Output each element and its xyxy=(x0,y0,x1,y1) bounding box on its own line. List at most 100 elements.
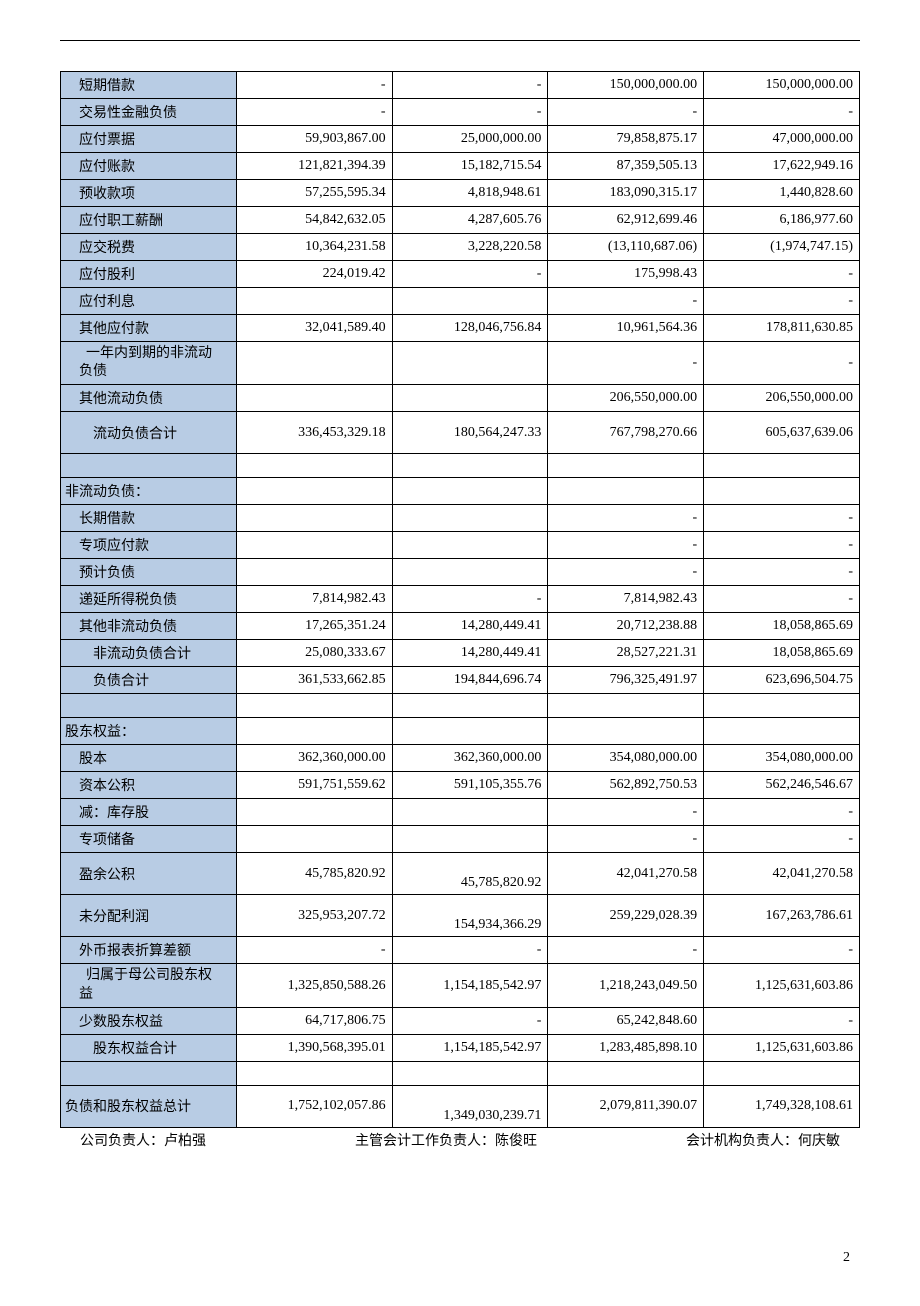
row-label: 应交税费 xyxy=(61,234,237,261)
table-row: 其他非流动负债17,265,351.2414,280,449.4120,712,… xyxy=(61,613,860,640)
row-label: 递延所得税负债 xyxy=(61,586,237,613)
cell-c3: 10,961,564.36 xyxy=(548,315,704,342)
cell-c2: 128,046,756.84 xyxy=(392,315,548,342)
cell-c4: - xyxy=(704,342,860,385)
row-label: 其他非流动负债 xyxy=(61,613,237,640)
cell-c1: 64,717,806.75 xyxy=(236,1007,392,1034)
table-row: 应付票据59,903,867.0025,000,000.0079,858,875… xyxy=(61,126,860,153)
cell-c4 xyxy=(704,478,860,505)
cell-c4: 1,749,328,108.61 xyxy=(704,1085,860,1127)
cell-c3: - xyxy=(548,799,704,826)
table-row: 股东权益： xyxy=(61,718,860,745)
table-row: 负债合计361,533,662.85194,844,696.74796,325,… xyxy=(61,667,860,694)
table-row: 盈余公积45,785,820.9245,785,820.9242,041,270… xyxy=(61,853,860,895)
page-number: 2 xyxy=(60,1250,860,1266)
cell-c2: 154,934,366.29 xyxy=(392,895,548,937)
cell-c4: 605,637,639.06 xyxy=(704,412,860,454)
cell-c4 xyxy=(704,1061,860,1085)
cell-c4: - xyxy=(704,505,860,532)
row-label: 股东权益合计 xyxy=(61,1034,237,1061)
row-label: 非流动负债合计 xyxy=(61,640,237,667)
cell-c1: 25,080,333.67 xyxy=(236,640,392,667)
cell-c3: 65,242,848.60 xyxy=(548,1007,704,1034)
table-row xyxy=(61,454,860,478)
row-label: 应付利息 xyxy=(61,288,237,315)
cell-c4: - xyxy=(704,1007,860,1034)
cell-c3: 150,000,000.00 xyxy=(548,72,704,99)
cell-c3: - xyxy=(548,532,704,559)
cell-c4: 150,000,000.00 xyxy=(704,72,860,99)
row-label xyxy=(61,694,237,718)
cell-c2: 15,182,715.54 xyxy=(392,153,548,180)
table-row: 应付利息-- xyxy=(61,288,860,315)
table-row xyxy=(61,1061,860,1085)
cell-c2 xyxy=(392,532,548,559)
cell-c4: - xyxy=(704,586,860,613)
table-row: 预计负债-- xyxy=(61,559,860,586)
cell-c2 xyxy=(392,1061,548,1085)
cell-c2 xyxy=(392,718,548,745)
cell-c4: - xyxy=(704,826,860,853)
cell-c3: 2,079,811,390.07 xyxy=(548,1085,704,1127)
table-row: 非流动负债： xyxy=(61,478,860,505)
cell-c2: 45,785,820.92 xyxy=(392,853,548,895)
cell-c1: 10,364,231.58 xyxy=(236,234,392,261)
cell-c2 xyxy=(392,694,548,718)
cell-c3: 28,527,221.31 xyxy=(548,640,704,667)
cell-c3: 206,550,000.00 xyxy=(548,385,704,412)
cell-c2: 362,360,000.00 xyxy=(392,745,548,772)
cell-c1: 361,533,662.85 xyxy=(236,667,392,694)
table-row: 股东权益合计1,390,568,395.011,154,185,542.971,… xyxy=(61,1034,860,1061)
cell-c1 xyxy=(236,799,392,826)
row-label: 专项应付款 xyxy=(61,532,237,559)
balance-sheet-table: 短期借款--150,000,000.00150,000,000.00交易性金融负… xyxy=(60,71,860,1128)
cell-c3: 1,283,485,898.10 xyxy=(548,1034,704,1061)
table-row: 递延所得税负债7,814,982.43-7,814,982.43- xyxy=(61,586,860,613)
row-label xyxy=(61,454,237,478)
row-label: 其他应付款 xyxy=(61,315,237,342)
cell-c1: - xyxy=(236,72,392,99)
row-label: 短期借款 xyxy=(61,72,237,99)
signatory-row: 公司负责人：卢柏强 主管会计工作负责人：陈俊旺 会计机构负责人：何庆敏 xyxy=(60,1130,860,1150)
cell-c3: 20,712,238.88 xyxy=(548,613,704,640)
table-row: 应付股利224,019.42-175,998.43- xyxy=(61,261,860,288)
cell-c4: 623,696,504.75 xyxy=(704,667,860,694)
cell-c3: 1,218,243,049.50 xyxy=(548,964,704,1007)
cell-c2: 180,564,247.33 xyxy=(392,412,548,454)
cell-c1 xyxy=(236,559,392,586)
cell-c1 xyxy=(236,826,392,853)
cell-c4: 18,058,865.69 xyxy=(704,613,860,640)
cell-c4: - xyxy=(704,261,860,288)
row-label: 未分配利润 xyxy=(61,895,237,937)
table-row: 短期借款--150,000,000.00150,000,000.00 xyxy=(61,72,860,99)
cell-c4: 206,550,000.00 xyxy=(704,385,860,412)
cell-c2 xyxy=(392,454,548,478)
cell-c2: 591,105,355.76 xyxy=(392,772,548,799)
table-row: 少数股东权益64,717,806.75-65,242,848.60- xyxy=(61,1007,860,1034)
table-row xyxy=(61,694,860,718)
cell-c1: 32,041,589.40 xyxy=(236,315,392,342)
row-label: 专项储备 xyxy=(61,826,237,853)
company-head: 公司负责人：卢柏强 xyxy=(80,1130,206,1150)
cell-c2 xyxy=(392,505,548,532)
cell-c2: 3,228,220.58 xyxy=(392,234,548,261)
cell-c3: - xyxy=(548,288,704,315)
cell-c2: 1,154,185,542.97 xyxy=(392,1034,548,1061)
cell-c3: 42,041,270.58 xyxy=(548,853,704,895)
cell-c3 xyxy=(548,694,704,718)
table-row: 减：库存股-- xyxy=(61,799,860,826)
cell-c4: 1,125,631,603.86 xyxy=(704,1034,860,1061)
cell-c2: 4,287,605.76 xyxy=(392,207,548,234)
cell-c2 xyxy=(392,826,548,853)
cell-c3: (13,110,687.06) xyxy=(548,234,704,261)
table-row: 负债和股东权益总计1,752,102,057.861,349,030,239.7… xyxy=(61,1085,860,1127)
table-row: 未分配利润325,953,207.72154,934,366.29259,229… xyxy=(61,895,860,937)
cell-c1: 1,325,850,588.26 xyxy=(236,964,392,1007)
row-label: 其他流动负债 xyxy=(61,385,237,412)
cell-c2 xyxy=(392,799,548,826)
cell-c2: - xyxy=(392,1007,548,1034)
row-label: 减：库存股 xyxy=(61,799,237,826)
row-label: 资本公积 xyxy=(61,772,237,799)
cell-c3: - xyxy=(548,505,704,532)
row-label: 股本 xyxy=(61,745,237,772)
